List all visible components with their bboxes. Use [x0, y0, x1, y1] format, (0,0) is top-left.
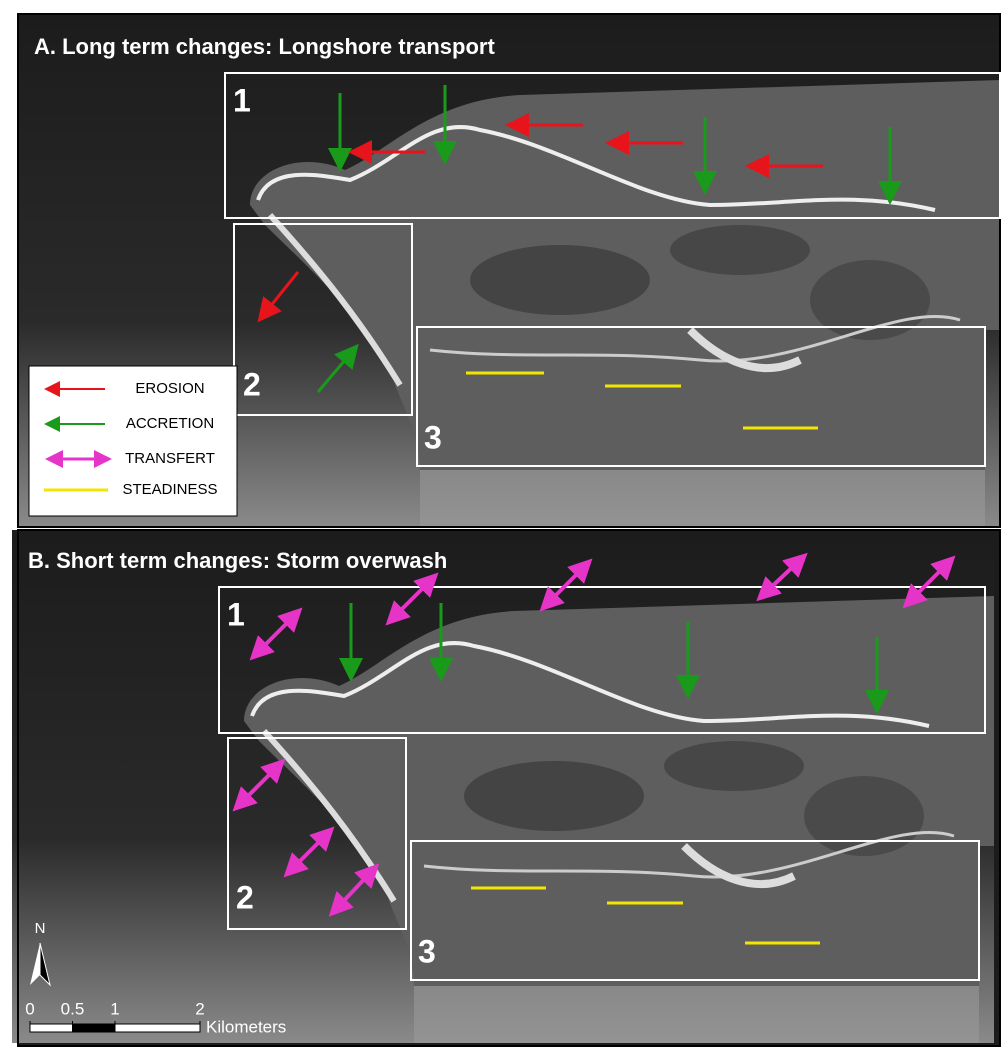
north-label: N — [35, 920, 46, 937]
scale-label: 0.5 — [61, 999, 85, 1018]
zone-number: 2 — [236, 879, 254, 915]
legend-label: TRANSFERT — [125, 450, 215, 467]
legend-label: ACCRETION — [126, 415, 214, 432]
panel-title: A. Long term changes: Longshore transpor… — [34, 34, 495, 59]
legend-label: EROSION — [135, 380, 204, 397]
scale-label: 2 — [195, 999, 204, 1018]
scale-unit: Kilometers — [206, 1017, 286, 1036]
zone-number: 1 — [227, 596, 245, 632]
scale-segment — [115, 1024, 200, 1032]
zone-number: 3 — [418, 933, 436, 969]
scale-label: 0 — [25, 999, 34, 1018]
panel-b: B. Short term changes: Storm overwash 1 … — [12, 530, 1000, 1046]
page: {"panels":[{"title":"A. Long term change… — [0, 0, 1003, 1048]
panel-title: B. Short term changes: Storm overwash — [28, 548, 447, 573]
zone-number: 2 — [243, 366, 261, 402]
scale-label: 1 — [110, 999, 119, 1018]
legend: EROSION ACCRETION TRANSFERT STEADINESS — [29, 366, 237, 516]
figure: A. Long term changes: Longshore transpor… — [0, 0, 1003, 1048]
zone-number: 3 — [424, 419, 442, 455]
panel-a: A. Long term changes: Longshore transpor… — [18, 14, 1000, 527]
scale-segment — [73, 1024, 116, 1032]
legend-label: STEADINESS — [122, 481, 217, 498]
zone-number: 1 — [233, 82, 251, 118]
scale-segment — [30, 1024, 73, 1032]
